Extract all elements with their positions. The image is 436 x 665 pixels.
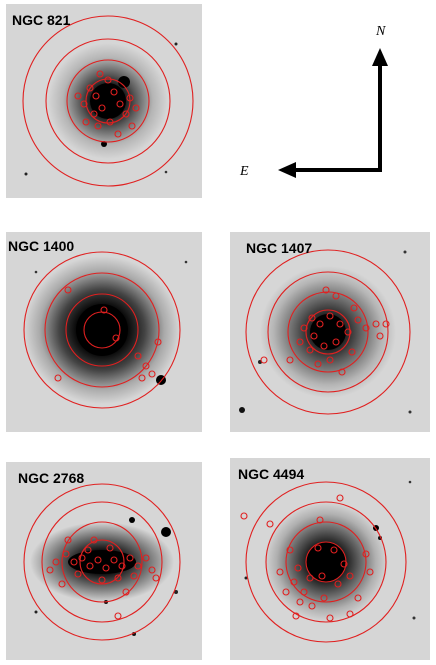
compass-arrows <box>278 48 388 178</box>
panel-label: NGC 1400 <box>8 238 75 254</box>
panel-ngc-2768: NGC 2768 <box>6 462 202 660</box>
galaxy-image-ngc-2768 <box>6 462 202 660</box>
panel-label: NGC 821 <box>12 12 71 28</box>
galaxy-image-ngc-1400 <box>6 232 202 432</box>
orientation-compass: N E <box>230 10 430 210</box>
galaxy-image-ngc-4494 <box>230 458 430 660</box>
panel-ngc-1400: NGC 1400 <box>6 232 202 432</box>
galaxy-image-ngc-821 <box>6 4 202 198</box>
panel-ngc-1407: NGC 1407 <box>230 232 430 432</box>
panel-label: NGC 1407 <box>246 240 313 256</box>
north-label: N <box>376 24 386 39</box>
panel-label: NGC 4494 <box>238 466 305 482</box>
galaxy-image-ngc-1407 <box>230 232 430 432</box>
panel-ngc-821: NGC 821 <box>6 4 202 198</box>
panel-ngc-4494: NGC 4494 <box>230 458 430 660</box>
panel-label: NGC 2768 <box>18 470 85 486</box>
east-label: E <box>240 164 249 179</box>
